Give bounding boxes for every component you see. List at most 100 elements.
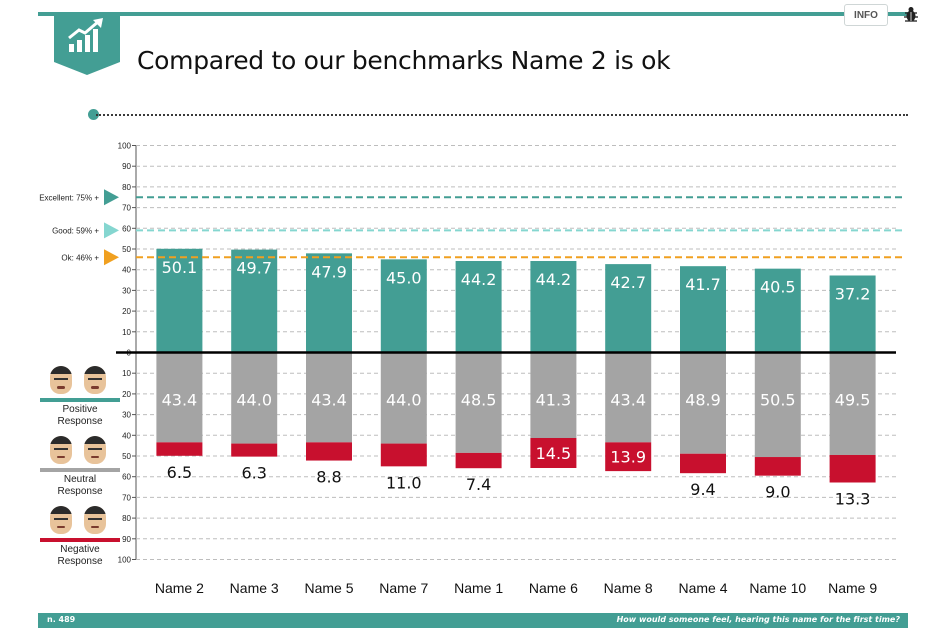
legend-positive-label-1: Positive	[62, 404, 98, 415]
positive-value-label: 44.2	[461, 270, 497, 289]
diverging-bar-chart: 0102030405060708090100102030405060708090…	[39, 142, 906, 596]
y-tick-label: 20	[122, 390, 131, 399]
y-tick-label: 70	[122, 493, 131, 502]
negative-value-label: 13.3	[835, 489, 871, 508]
y-tick-label: 20	[122, 307, 131, 316]
legend-positive-label-2: Response	[57, 416, 103, 427]
neutral-bar	[306, 352, 352, 443]
y-tick-label: 100	[118, 142, 132, 151]
y-tick-label: 100	[118, 556, 132, 565]
neutral-value-label: 43.4	[311, 391, 347, 410]
neutral-faces-icon	[40, 436, 120, 466]
x-tick-label: Name 7	[379, 580, 428, 596]
legend-neutral-label-2: Response	[57, 486, 103, 497]
positive-bar	[829, 275, 876, 353]
negative-bar	[754, 457, 801, 476]
y-tick-label: 30	[122, 411, 131, 420]
neutral-bar	[829, 352, 876, 455]
neutral-bar	[754, 352, 801, 458]
neutral-value-label: 43.4	[610, 391, 646, 410]
legend-neutral-label-1: Neutral	[63, 474, 97, 485]
y-tick-label: 10	[122, 369, 131, 378]
positive-bar	[380, 259, 427, 353]
benchmark-label: Excellent: 75% +	[39, 193, 99, 202]
x-tick-label: Name 3	[230, 580, 279, 596]
negative-bar	[455, 452, 502, 469]
benchmark-label: Ok: 46% +	[61, 253, 99, 262]
x-tick-label: Name 6	[529, 580, 578, 596]
sample-size: n. 489	[47, 615, 76, 624]
positive-value-label: 42.7	[610, 273, 646, 292]
negative-bar	[680, 453, 726, 474]
y-tick-label: 60	[122, 473, 131, 482]
top-rule-tail	[888, 12, 908, 16]
positive-bar	[530, 261, 577, 353]
x-tick-label: Name 4	[678, 580, 727, 596]
x-tick-label: Name 10	[749, 580, 806, 596]
footer-bar: n. 489 How would someone feel, hearing t…	[38, 613, 908, 628]
negative-value-label: 13.9	[610, 448, 646, 467]
legend-negative-label-2: Response	[57, 556, 103, 567]
y-tick-label: 80	[122, 514, 131, 523]
y-tick-label: 40	[122, 431, 131, 440]
neutral-bar	[530, 352, 577, 438]
x-tick-label: Name 8	[604, 580, 653, 596]
positive-value-label: 50.1	[162, 258, 198, 277]
chart-badge	[54, 12, 120, 62]
survey-question: How would someone feel, hearing this nam…	[616, 615, 900, 624]
negative-bar	[306, 442, 352, 461]
negative-bar	[231, 443, 278, 457]
negative-value-label: 8.8	[316, 468, 341, 487]
positive-value-label: 45.0	[386, 268, 422, 287]
neutral-bar	[455, 352, 502, 453]
x-tick-label: Name 5	[304, 580, 353, 596]
neutral-value-label: 41.3	[536, 391, 572, 410]
legend-positive-swatch	[40, 398, 120, 402]
positive-bar	[231, 249, 278, 353]
negative-value-label: 6.3	[241, 464, 266, 483]
legend-negative-label-1: Negative	[60, 544, 100, 555]
x-tick-label: Name 9	[828, 580, 877, 596]
y-tick-label: 60	[122, 224, 131, 233]
neutral-bar	[156, 352, 203, 443]
positive-value-label: 40.5	[760, 278, 796, 297]
dotted-divider	[96, 114, 908, 116]
positive-bar	[605, 264, 652, 353]
negative-value-label: 14.5	[536, 444, 572, 463]
negative-value-label: 11.0	[386, 473, 422, 492]
neutral-value-label: 48.5	[461, 391, 497, 410]
bug-icon[interactable]	[902, 5, 920, 23]
negative-value-label: 7.4	[466, 475, 491, 494]
y-tick-label: 80	[122, 183, 131, 192]
positive-value-label: 47.9	[311, 262, 347, 281]
benchmark-marker	[104, 249, 119, 266]
negative-value-label: 9.0	[765, 483, 790, 502]
neutral-bar	[680, 352, 726, 454]
positive-value-label: 41.7	[685, 275, 721, 294]
benchmark-marker	[104, 222, 119, 239]
x-tick-label: Name 1	[454, 580, 503, 596]
positive-value-label: 49.7	[236, 259, 272, 278]
positive-bar	[156, 248, 203, 353]
y-tick-label: 90	[122, 535, 131, 544]
negative-value-label: 6.5	[167, 463, 192, 482]
info-button[interactable]: INFO	[844, 4, 888, 26]
positive-bar	[455, 261, 502, 353]
neutral-bar	[605, 352, 652, 443]
top-rule	[38, 12, 844, 16]
positive-bar	[306, 253, 352, 353]
neutral-value-label: 44.0	[386, 391, 422, 410]
y-tick-label: 70	[122, 204, 131, 213]
negative-bar	[530, 437, 577, 469]
positive-bar	[680, 266, 726, 353]
neutral-value-label: 50.5	[760, 391, 796, 410]
y-tick-label: 50	[122, 245, 131, 254]
neutral-value-label: 43.4	[162, 391, 198, 410]
y-tick-label: 30	[122, 286, 131, 295]
timeline-dot	[88, 109, 99, 120]
legend-negative-swatch	[40, 538, 120, 542]
neutral-value-label: 49.5	[835, 391, 871, 410]
negative-bar	[156, 442, 203, 456]
page-title: Compared to our benchmarks Name 2 is ok	[137, 46, 671, 75]
benchmark-marker	[104, 189, 119, 206]
